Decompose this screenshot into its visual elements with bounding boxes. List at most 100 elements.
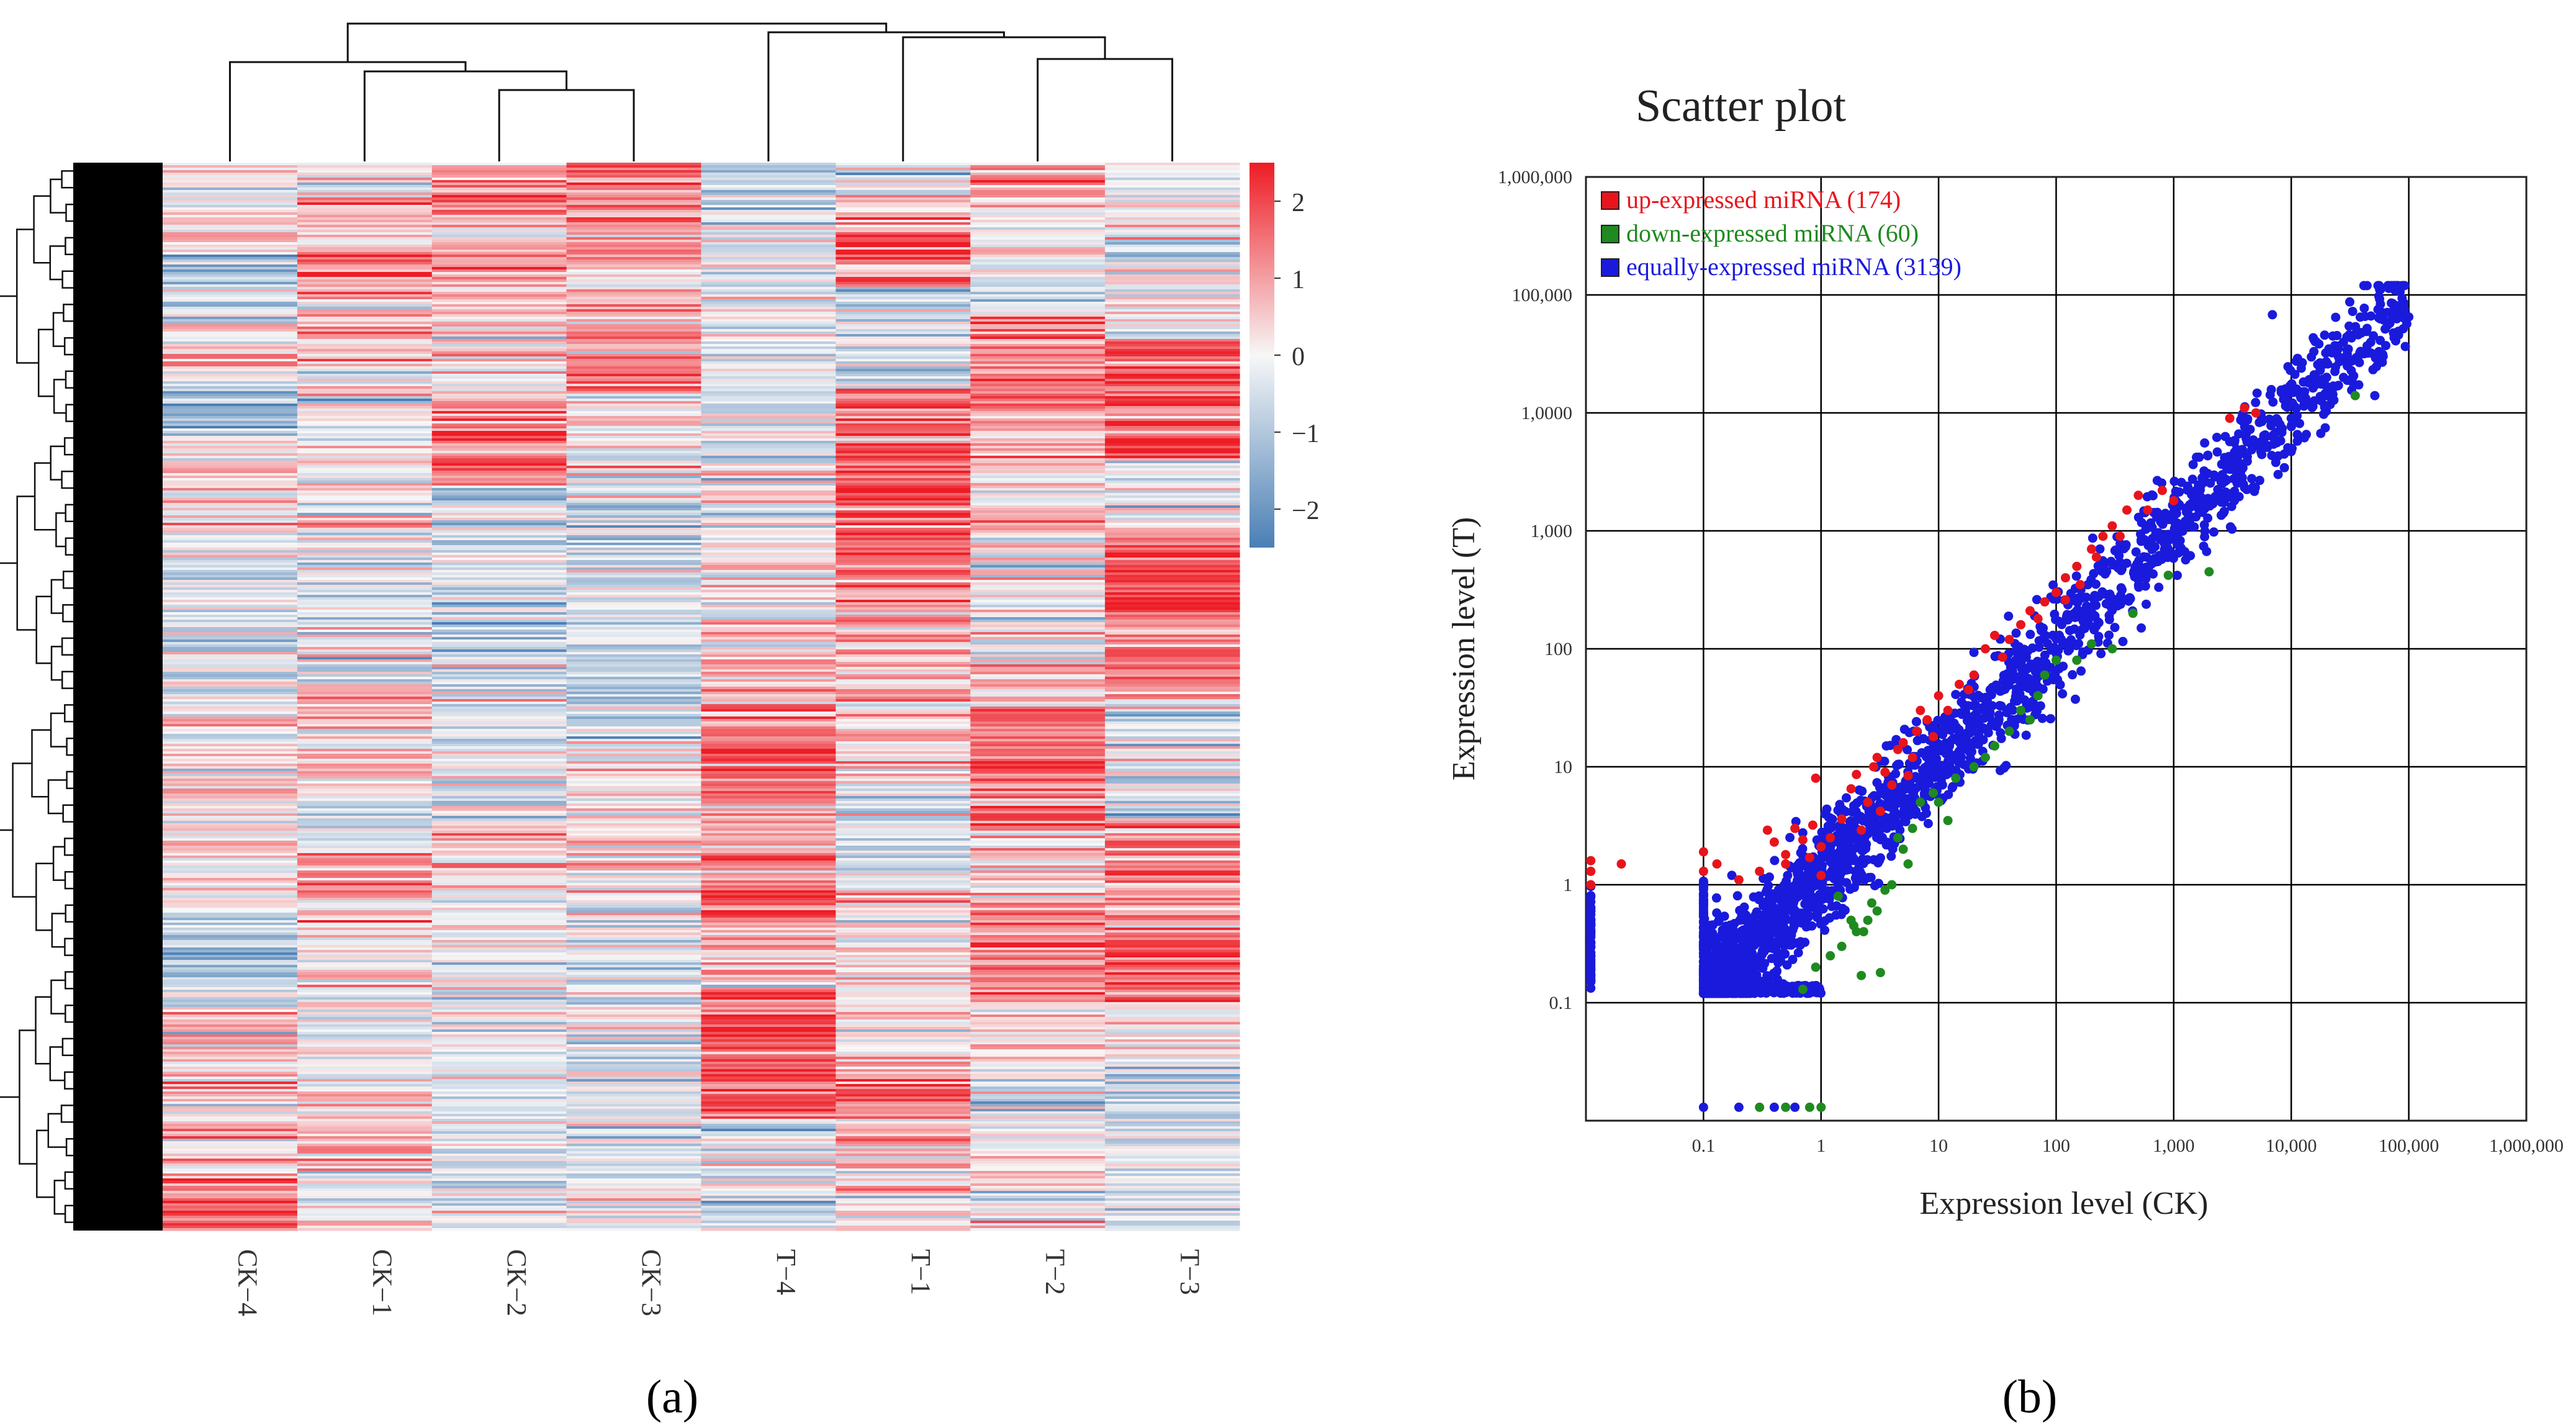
heatmap-cell (566, 600, 702, 603)
heatmap-cell (970, 828, 1106, 831)
heatmap-cell (431, 587, 567, 590)
heatmap-cell (835, 413, 971, 417)
heatmap-cell (1105, 260, 1240, 263)
heatmap-cell (566, 945, 702, 948)
heatmap-cell (297, 205, 433, 208)
heatmap-cell (297, 967, 433, 970)
heatmap-cell (566, 272, 702, 275)
heatmap-cell (970, 560, 1106, 563)
heatmap-cell (1105, 784, 1240, 787)
heatmap-cell (1105, 1171, 1240, 1174)
heatmap-cell (970, 617, 1106, 620)
heatmap-cell (566, 379, 702, 382)
heatmap-cell (163, 217, 298, 220)
heatmap-cell (297, 1007, 433, 1010)
heatmap-cell (970, 754, 1106, 757)
heatmap-cell (835, 1218, 971, 1221)
heatmap-cell (701, 1164, 836, 1167)
heatmap-cell (835, 1124, 971, 1127)
heatmap-cell (970, 376, 1106, 379)
heatmap-cell (835, 774, 971, 777)
heatmap-cell (835, 173, 971, 176)
heatmap-cell (835, 890, 971, 893)
scatter-point (2273, 469, 2283, 479)
heatmap-cell (701, 361, 836, 364)
heatmap-cell (835, 898, 971, 901)
heatmap-cell (566, 488, 702, 491)
heatmap-cell (297, 888, 433, 891)
heatmap-cell (1105, 247, 1240, 250)
heatmap-cell (566, 418, 702, 422)
heatmap-cell (970, 436, 1106, 439)
heatmap-cell (835, 652, 971, 655)
heatmap-cell (297, 997, 433, 1000)
heatmap-cell (566, 960, 702, 963)
heatmap-cell (566, 965, 702, 968)
heatmap-cell (701, 1144, 836, 1147)
heatmap-cell (566, 180, 702, 183)
heatmap-cell (566, 952, 702, 956)
heatmap-cell (1105, 1151, 1240, 1154)
heatmap-cell (566, 349, 702, 352)
heatmap-cell (1105, 833, 1240, 836)
heatmap-cell (163, 493, 298, 496)
heatmap-cell (1105, 458, 1240, 461)
heatmap-cell (701, 1062, 836, 1065)
heatmap-cell (163, 816, 298, 819)
heatmap-cell (701, 590, 836, 593)
heatmap-cell (970, 230, 1106, 233)
heatmap-cell (163, 878, 298, 881)
heatmap-cell (1105, 227, 1240, 230)
heatmap-cell (297, 808, 433, 811)
heatmap-cell (835, 1223, 971, 1226)
heatmap-cell (701, 873, 836, 876)
heatmap-cell (163, 351, 298, 355)
heatmap-cell (431, 560, 567, 563)
heatmap-cell (163, 617, 298, 620)
scatter-point (1827, 823, 1836, 833)
heatmap-cell (566, 612, 702, 615)
heatmap-cell (701, 553, 836, 556)
heatmap-column-4 (701, 163, 836, 1231)
scatter-point (2374, 313, 2384, 323)
heatmap-cell (297, 577, 433, 581)
heatmap-cell (970, 413, 1106, 417)
heatmap-cell (1105, 431, 1240, 434)
heatmap-cell (431, 791, 567, 794)
heatmap-cell (835, 222, 971, 225)
heatmap-cell (297, 627, 433, 630)
heatmap-cell (566, 985, 702, 988)
heatmap-cell (163, 716, 298, 720)
heatmap-cell (431, 597, 567, 600)
heatmap-cell (297, 1037, 433, 1040)
heatmap-cell (970, 165, 1106, 168)
heatmap-cell (701, 180, 836, 183)
heatmap-cell (970, 766, 1106, 769)
heatmap-cell (566, 1121, 702, 1124)
heatmap-cell (970, 451, 1106, 454)
heatmap-cell (163, 1087, 298, 1090)
heatmap-cell (701, 1054, 836, 1057)
heatmap-cell (835, 1144, 971, 1147)
heatmap-cell (431, 466, 567, 469)
heatmap-cell (701, 413, 836, 417)
heatmap-cell (566, 257, 702, 260)
heatmap-cell (431, 915, 567, 918)
heatmap-cell (835, 1084, 971, 1087)
heatmap-cell (297, 1183, 433, 1186)
heatmap-cell (701, 205, 836, 208)
heatmap-cell (701, 791, 836, 794)
heatmap-cell (701, 433, 836, 436)
heatmap-cell (701, 488, 836, 491)
heatmap-cell (835, 190, 971, 193)
heatmap-cell (566, 1024, 702, 1028)
heatmap-cell (1105, 756, 1240, 759)
heatmap-cell (163, 786, 298, 789)
heatmap-cell (163, 518, 298, 521)
heatmap-cell (835, 587, 971, 590)
heatmap-cell (970, 555, 1106, 558)
heatmap-cell (566, 990, 702, 993)
heatmap-cell (701, 279, 836, 282)
heatmap-cell (1105, 1010, 1240, 1013)
heatmap-cell (297, 1186, 433, 1189)
